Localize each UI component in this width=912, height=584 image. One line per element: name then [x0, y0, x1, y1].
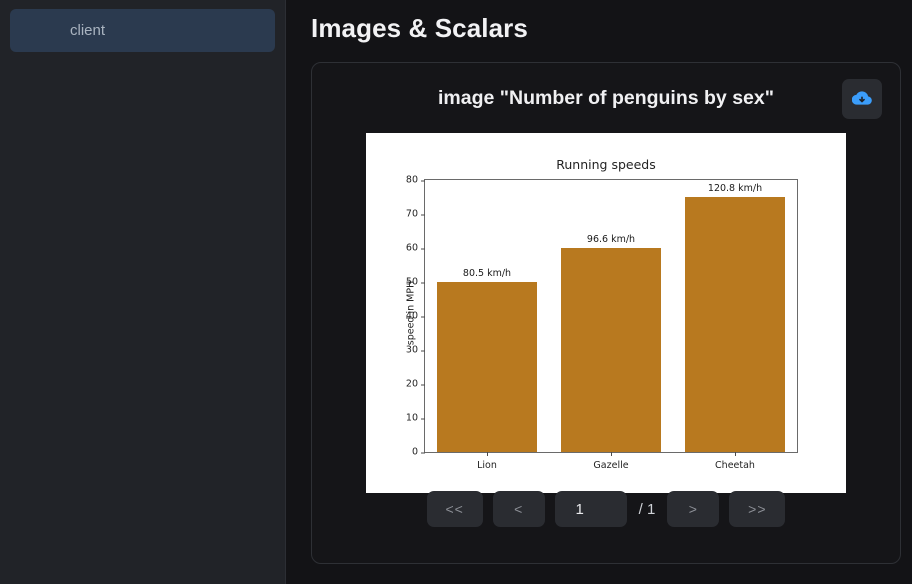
chart-title: Running speeds — [556, 157, 656, 172]
chart-xtick-label: Gazelle — [593, 460, 629, 471]
page-number-input[interactable] — [554, 491, 627, 527]
sidebar-item-label: client — [70, 22, 106, 39]
page-total-label: / 1 — [638, 500, 656, 518]
chart-xtick-label: Lion — [477, 460, 497, 471]
card-header: image "Number of penguins by sex" — [312, 63, 900, 133]
image-card: image "Number of penguins by sex" Runnin… — [311, 62, 901, 564]
cloud-download-icon — [851, 88, 872, 111]
chart-xtick-label: Cheetah — [715, 460, 755, 471]
chart-bar-value-label: 96.6 km/h — [586, 234, 636, 245]
first-page-button[interactable]: << — [426, 491, 483, 527]
sidebar: client — [0, 0, 286, 584]
chart-ytick-label: 70 — [406, 209, 426, 220]
chart-xtick-mark — [487, 452, 488, 456]
chart-xtick-mark — [611, 452, 612, 456]
card-title: image "Number of penguins by sex" — [438, 86, 774, 109]
chart-ytick-label: 50 — [406, 277, 426, 288]
chart-bar — [561, 248, 661, 452]
chart-ytick-label: 80 — [406, 175, 426, 186]
chart-xtick-mark — [735, 452, 736, 456]
page-title: Images & Scalars — [311, 13, 528, 43]
chart-image: Running speeds speed in MPH 0 10 20 30 40 50 6… — [366, 133, 846, 493]
next-page-button[interactable]: > — [667, 491, 720, 527]
prev-page-button[interactable]: < — [492, 491, 545, 527]
chart-ytick-label: 40 — [406, 311, 426, 322]
chart-axes: 0 10 20 30 40 50 60 70 80 80.5 km/h Lion 96.6 km/h G… — [406, 175, 798, 471]
last-page-button[interactable]: >> — [729, 491, 786, 527]
sidebar-item-client[interactable]: client — [10, 9, 275, 52]
chart-bar — [685, 197, 785, 452]
pagination: << < / 1 > >> — [312, 491, 900, 527]
chart-ytick-label: 30 — [406, 345, 426, 356]
main-content: Images & Scalars image "Number of pengui… — [286, 0, 912, 584]
chart-ytick-label: 60 — [406, 243, 426, 254]
chart-bar — [437, 282, 537, 452]
chart-ytick-label: 0 — [412, 447, 426, 458]
chart-ytick-label: 20 — [406, 379, 426, 390]
chart-ytick-label: 10 — [406, 413, 426, 424]
chart-bar-value-label: 80.5 km/h — [462, 268, 512, 279]
download-button[interactable] — [842, 79, 882, 119]
chart-bar-value-label: 120.8 km/h — [707, 183, 763, 194]
